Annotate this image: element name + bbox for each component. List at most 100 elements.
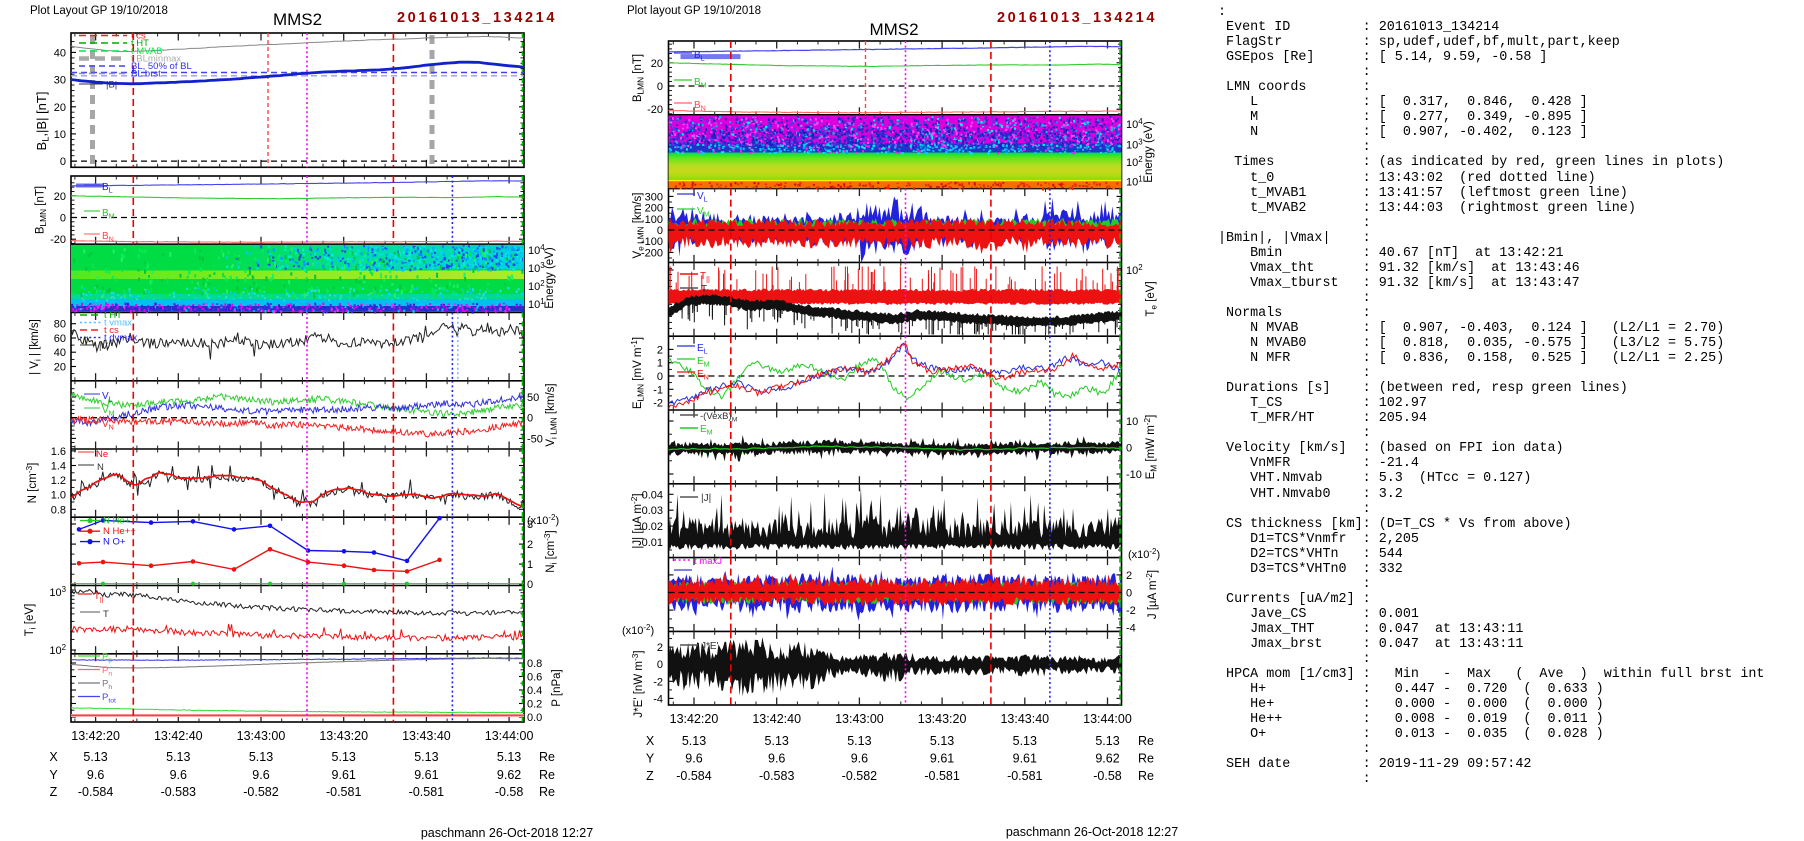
svg-text:BL brst: BL brst xyxy=(131,69,161,80)
svg-text:paschmann 26-Oct-2018 12:27: paschmann 26-Oct-2018 12:27 xyxy=(421,826,593,840)
svg-text:N: N xyxy=(97,462,104,473)
svg-text:-4: -4 xyxy=(653,693,663,705)
svg-text:-0.581: -0.581 xyxy=(1007,769,1042,783)
svg-text:-100: -100 xyxy=(641,236,663,248)
svg-text:BLMN [nT]: BLMN [nT] xyxy=(632,54,646,102)
svg-text:t dvmax: t dvmax xyxy=(104,333,138,344)
svg-text:Plot layout GP 19/10/2018: Plot layout GP 19/10/2018 xyxy=(627,5,761,17)
svg-text:t BLminmax: t BLminmax xyxy=(131,54,181,65)
svg-text:9.61: 9.61 xyxy=(332,768,356,782)
svg-text:Te [eV]: Te [eV] xyxy=(1145,281,1159,316)
svg-text:BLMN [nT]: BLMN [nT] xyxy=(35,186,49,234)
svg-text:5.13: 5.13 xyxy=(249,750,273,764)
svg-text:T: T xyxy=(701,284,707,295)
svg-text:60: 60 xyxy=(54,333,66,345)
svg-text:N He++: N He++ xyxy=(103,526,136,537)
svg-text:9.6: 9.6 xyxy=(87,768,104,782)
svg-text:J [µA m-2]: J [µA m-2] xyxy=(1144,570,1159,619)
svg-text:X: X xyxy=(646,734,655,748)
svg-text:t vmax: t vmax xyxy=(104,318,132,329)
svg-text:1: 1 xyxy=(527,559,533,571)
svg-text:0.0: 0.0 xyxy=(527,712,542,724)
svg-text:BM: BM xyxy=(102,208,115,221)
svg-text:-2: -2 xyxy=(653,398,663,410)
svg-text:EN: EN xyxy=(697,369,709,382)
svg-text:20: 20 xyxy=(651,58,663,70)
svg-text:BM: BM xyxy=(694,77,707,90)
svg-text:-4: -4 xyxy=(1126,623,1136,635)
svg-text:t HT: t HT xyxy=(131,38,149,49)
svg-text:Energy (eV): Energy (eV) xyxy=(544,247,556,309)
svg-text:-0.583: -0.583 xyxy=(759,769,794,783)
svg-text:|J| [µA m-2]: |J| [µA m-2] xyxy=(629,493,644,548)
svg-text:EM: EM xyxy=(700,424,713,437)
svg-text:9.6: 9.6 xyxy=(768,752,785,766)
svg-text:100: 100 xyxy=(645,214,663,226)
svg-text:0: 0 xyxy=(1126,443,1132,455)
svg-text:80: 80 xyxy=(54,319,66,331)
svg-text:Ni [cm-3]: Ni [cm-3] xyxy=(542,530,559,572)
svg-text:2: 2 xyxy=(657,642,663,654)
svg-text:0.01: 0.01 xyxy=(642,537,663,549)
svg-text:|J|: |J| xyxy=(701,493,711,504)
svg-text:3: 3 xyxy=(527,519,533,531)
svg-text:0.8: 0.8 xyxy=(527,658,542,670)
svg-text:-2: -2 xyxy=(653,676,663,688)
svg-text:200: 200 xyxy=(645,203,663,215)
svg-text:-(VexB)M: -(VexB)M xyxy=(700,411,738,424)
svg-text:|V: |V xyxy=(99,341,108,352)
svg-text:-200: -200 xyxy=(641,247,663,259)
svg-text:2: 2 xyxy=(527,539,533,551)
svg-text:(x10-2): (x10-2) xyxy=(1128,547,1160,561)
svg-text:30: 30 xyxy=(54,75,66,87)
svg-text:N [cm-3]: N [cm-3] xyxy=(24,463,39,504)
svg-text:1.6: 1.6 xyxy=(51,446,66,458)
svg-text:0: 0 xyxy=(657,81,663,93)
svg-text:9.6: 9.6 xyxy=(170,768,187,782)
svg-text:0.04: 0.04 xyxy=(642,489,663,501)
svg-text:13:43:20: 13:43:20 xyxy=(918,712,967,726)
svg-text:20161013_134214: 20161013_134214 xyxy=(397,10,557,26)
svg-text:13:42:20: 13:42:20 xyxy=(71,729,120,743)
svg-text:40: 40 xyxy=(54,47,66,59)
svg-text:X: X xyxy=(49,750,58,764)
svg-text:20: 20 xyxy=(54,191,66,203)
svg-text:J*E' [nW m-3]: J*E' [nW m-3] xyxy=(630,650,645,717)
svg-text:Re: Re xyxy=(539,785,555,799)
svg-text:-0.581: -0.581 xyxy=(924,769,959,783)
svg-text:5.13: 5.13 xyxy=(332,750,356,764)
svg-text:0: 0 xyxy=(60,156,66,168)
svg-text:BL: BL xyxy=(102,182,113,195)
svg-text:N He+: N He+ xyxy=(103,516,131,527)
svg-text:-0.583: -0.583 xyxy=(161,785,196,799)
svg-text:Ne: Ne xyxy=(96,449,108,460)
svg-text:BL,|B| [nT]: BL,|B| [nT] xyxy=(34,92,51,151)
svg-text:N O+: N O+ xyxy=(103,537,126,548)
svg-text:(x10-2): (x10-2) xyxy=(527,513,559,527)
svg-text:1.2: 1.2 xyxy=(51,475,66,487)
svg-text:Re: Re xyxy=(1138,752,1154,766)
svg-text:5.13: 5.13 xyxy=(1095,734,1119,748)
svg-text:5.13: 5.13 xyxy=(497,750,521,764)
svg-text:1.4: 1.4 xyxy=(51,461,66,473)
svg-text:5.13: 5.13 xyxy=(166,750,190,764)
svg-text:BL, 50% of BL: BL, 50% of BL xyxy=(131,61,192,72)
svg-text:10: 10 xyxy=(54,129,66,141)
svg-text:40: 40 xyxy=(54,347,66,359)
svg-text:-0.58: -0.58 xyxy=(1093,769,1122,783)
svg-text:-20: -20 xyxy=(647,104,663,116)
svg-text:1: 1 xyxy=(657,358,663,370)
svg-text:0: 0 xyxy=(527,579,533,591)
svg-text:| Vi | [km/s]: | Vi | [km/s] xyxy=(29,319,43,375)
svg-text:13:43:00: 13:43:00 xyxy=(835,712,884,726)
svg-text:Ve LMN [km/s]: Ve LMN [km/s] xyxy=(632,193,646,259)
svg-text:VL: VL xyxy=(697,191,708,204)
svg-text:13:43:40: 13:43:40 xyxy=(1000,712,1049,726)
svg-text:5.13: 5.13 xyxy=(83,750,107,764)
svg-text:-50: -50 xyxy=(527,433,543,445)
svg-text:Re: Re xyxy=(1138,734,1154,748)
svg-text:-0.581: -0.581 xyxy=(409,785,444,799)
svg-text:BN: BN xyxy=(102,231,114,244)
svg-text:T||: T|| xyxy=(94,591,104,604)
svg-text:0: 0 xyxy=(657,371,663,383)
